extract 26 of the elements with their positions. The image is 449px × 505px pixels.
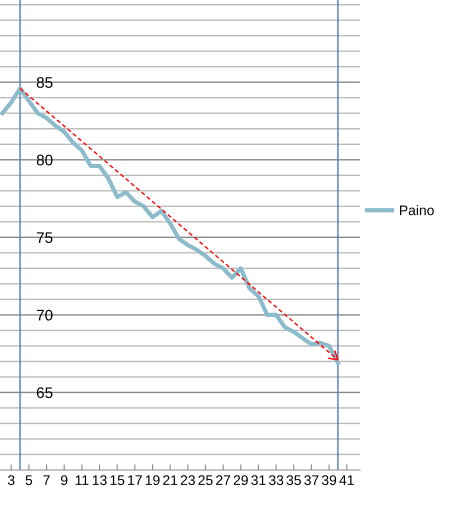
x-tick-label: 15 — [110, 475, 124, 486]
y-tick-label: 80 — [36, 154, 53, 166]
x-tick-label: 39 — [322, 475, 336, 486]
y-tick-label: 70 — [36, 310, 53, 321]
x-tick-label: 31 — [251, 475, 266, 486]
x-tick-label: 19 — [146, 475, 160, 486]
x-tick-label: 9 — [60, 475, 68, 486]
x-tick-label: 11 — [76, 475, 88, 485]
x-tick-label: 37 — [304, 475, 318, 486]
x-tick-label: 7 — [43, 475, 50, 485]
x-tick-label: 5 — [26, 475, 32, 486]
x-tick-label: 13 — [92, 475, 107, 486]
x-tick-label: 27 — [216, 475, 230, 485]
x-tick-label: 33 — [268, 475, 284, 486]
x-tick-label: 17 — [128, 475, 142, 485]
legend-label: Paino — [400, 205, 434, 216]
y-tick-label: 85 — [36, 77, 52, 88]
x-tick-label: 41 — [339, 475, 354, 485]
x-tick-label: 21 — [163, 475, 178, 485]
x-tick-label: 29 — [234, 475, 248, 486]
y-tick-label: 75 — [36, 232, 52, 244]
y-tick-label: 65 — [36, 387, 52, 398]
x-tick-label: 35 — [286, 475, 301, 486]
x-tick-label: 3 — [8, 475, 14, 486]
x-tick-label: 23 — [180, 475, 195, 486]
x-tick-label: 25 — [198, 475, 213, 486]
